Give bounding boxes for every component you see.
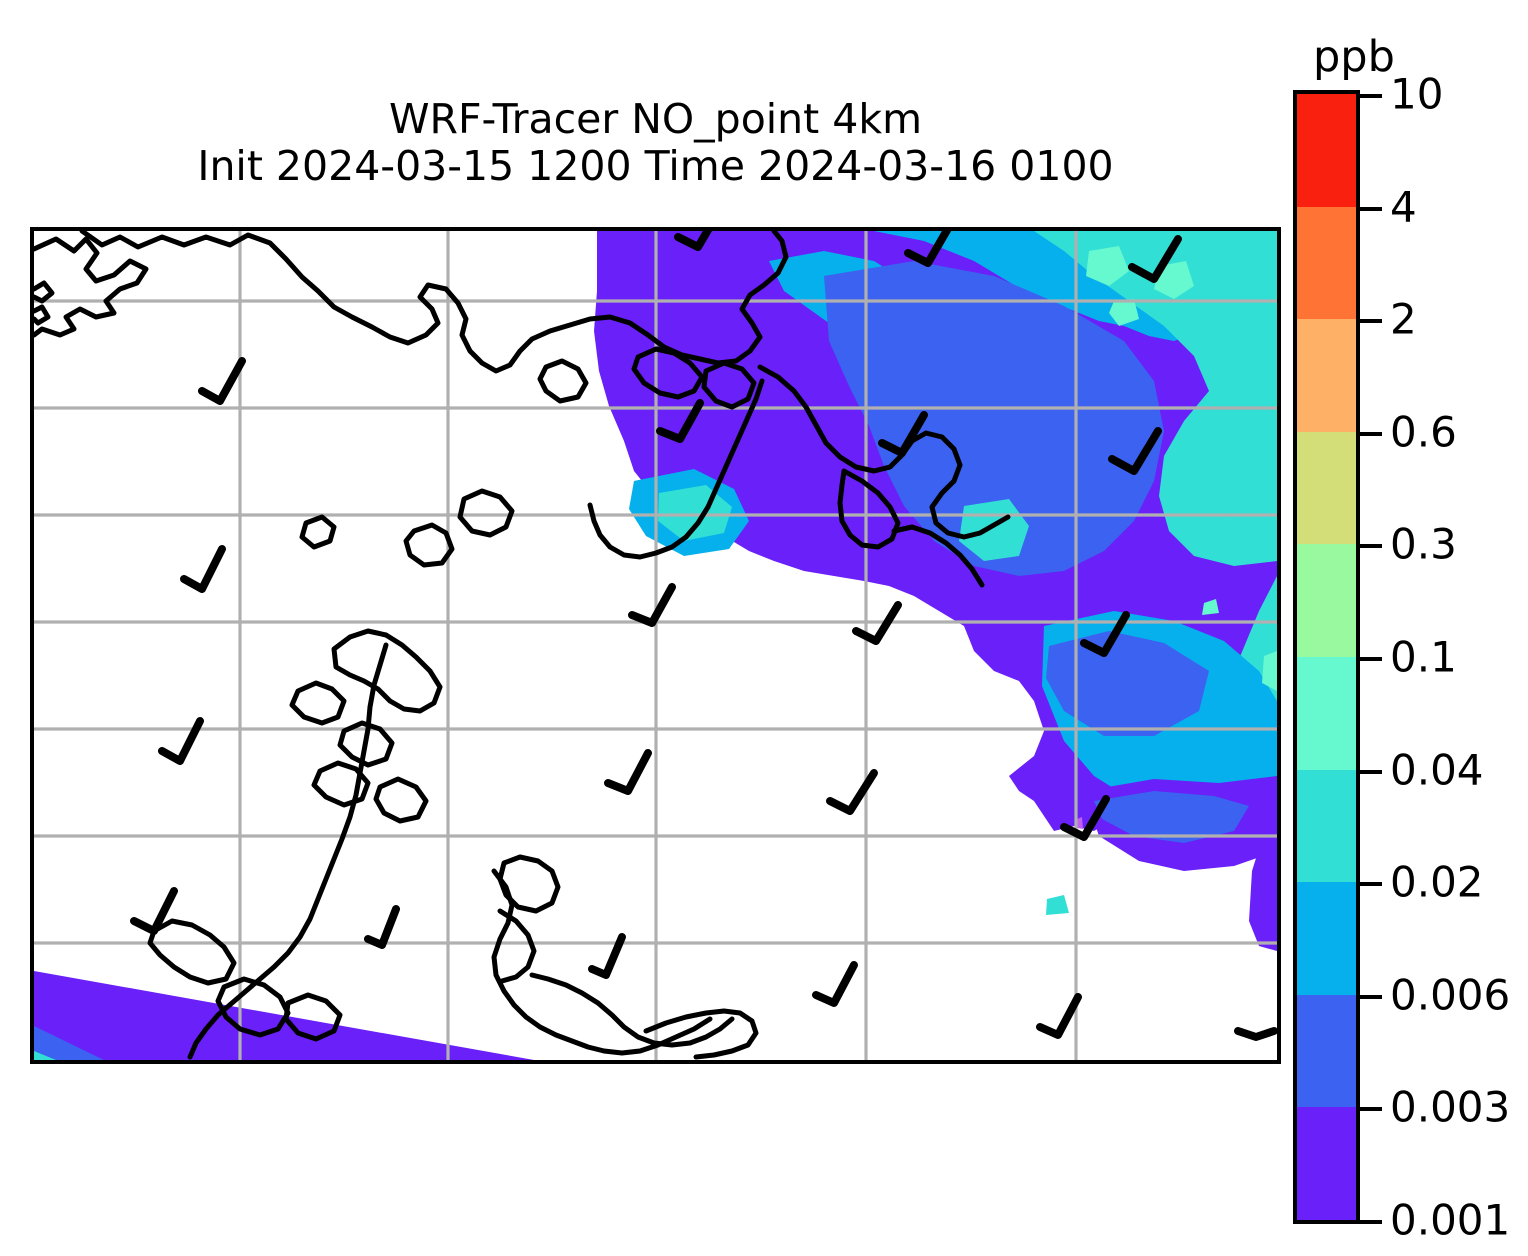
wind-barb-icon <box>628 583 676 627</box>
page-title: WRF-Tracer NO_point 4km Init 2024-03-15 … <box>30 96 1281 189</box>
contour-field <box>34 231 1277 1060</box>
colorbar-tick-mark <box>1360 769 1382 774</box>
colorbar-tick-label: 10 <box>1390 69 1444 119</box>
wind-barb-icon <box>1080 611 1130 657</box>
colorbar-unit-label: ppb <box>1313 32 1395 82</box>
colorbar-tick-label: 0.006 <box>1390 970 1511 1020</box>
wind-barb-icon <box>1128 235 1182 283</box>
colorbar-tick-mark <box>1360 994 1382 999</box>
wind-barb-icon <box>198 357 246 405</box>
colorbar-tick-mark <box>1360 544 1382 549</box>
colorbar-tick-mark <box>1360 1107 1382 1112</box>
wind-barb-overlay <box>130 231 1277 1041</box>
wind-barb-icon <box>826 769 878 815</box>
colorbar-tick-mark <box>1360 319 1382 324</box>
colorbar-band-4 <box>1297 544 1356 658</box>
colorbar-band-2 <box>1297 319 1356 433</box>
wind-barb-icon <box>674 231 713 251</box>
wind-barb-icon <box>1036 993 1082 1039</box>
wind-barb-icon <box>604 749 652 795</box>
wind-barb-icon <box>904 231 952 267</box>
wind-barb-icon <box>588 933 626 979</box>
wind-barb-icon <box>364 905 400 949</box>
wind-barb-icon <box>158 717 204 765</box>
wind-barb-icon <box>180 545 226 593</box>
wind-barb-icon <box>1108 427 1162 475</box>
colorbar-tick-mark <box>1360 882 1382 887</box>
colorbar-band-0 <box>1297 94 1356 208</box>
colorbar-band-9 <box>1297 1107 1356 1220</box>
colorbar-band-6 <box>1297 769 1356 883</box>
colorbar-tick-mark <box>1360 1220 1382 1224</box>
wind-barb-icon <box>656 399 704 443</box>
colorbar-band-7 <box>1297 882 1356 996</box>
colorbar-tick-label: 0.04 <box>1390 745 1484 795</box>
colorbar-tick-label: 0.02 <box>1390 857 1484 907</box>
colorbar-tick-label: 0.1 <box>1390 632 1457 682</box>
map-plot-area[interactable] <box>30 227 1281 1064</box>
colorbar-tick-mark <box>1360 657 1382 661</box>
colorbar-tick-mark <box>1360 206 1382 211</box>
colorbar-ticks: 10 4 2 0.6 0.3 0.1 0.04 0.02 0.006 0.003 0.001 <box>1360 70 1528 1245</box>
map-inner <box>34 231 1277 1060</box>
title-line-1: WRF-Tracer NO_point 4km <box>388 95 923 143</box>
colorbar-tick-label: 0.003 <box>1390 1082 1511 1132</box>
colorbar-tick-mark <box>1360 431 1382 436</box>
colorbar[interactable] <box>1293 90 1360 1224</box>
wind-barb-icon <box>878 411 928 457</box>
colorbar-tick-label: 0.001 <box>1390 1195 1511 1245</box>
wind-barb-icon <box>130 887 178 935</box>
colorbar-tick-label: 2 <box>1390 294 1417 344</box>
colorbar-band-8 <box>1297 994 1356 1108</box>
wind-barb-icon <box>812 961 858 1007</box>
wind-barb-icon <box>1234 1027 1277 1041</box>
wind-barb-icon <box>852 601 902 645</box>
map-gridlines <box>34 231 1277 1060</box>
coastline-overlay <box>34 231 1011 1060</box>
colorbar-tick-mark <box>1360 94 1382 98</box>
colorbar-band-5 <box>1297 657 1356 771</box>
wind-barb-icon <box>1060 795 1110 841</box>
colorbar-band-3 <box>1297 431 1356 545</box>
title-line-2: Init 2024-03-15 1200 Time 2024-03-16 010… <box>197 141 1114 190</box>
colorbar-band-1 <box>1297 206 1356 320</box>
colorbar-tick-label: 4 <box>1390 182 1417 232</box>
colorbar-tick-label: 0.6 <box>1390 407 1457 457</box>
colorbar-tick-label: 0.3 <box>1390 519 1457 569</box>
